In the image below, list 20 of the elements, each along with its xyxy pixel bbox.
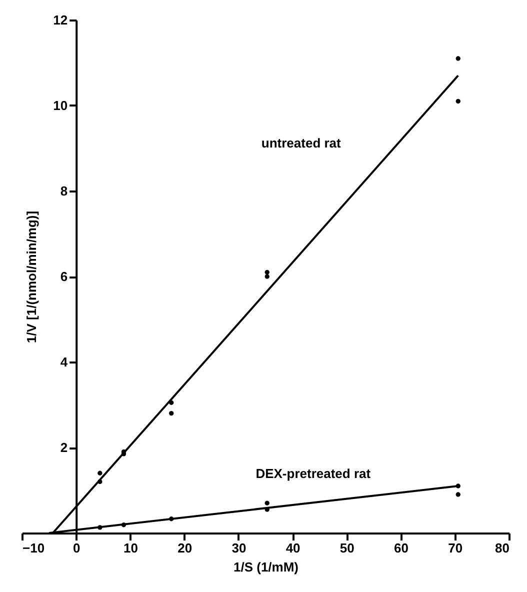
x-tick-label: 50	[340, 540, 354, 556]
y-tick-label: 12	[53, 12, 68, 28]
x-tick-label: 10	[123, 540, 138, 556]
x-tick-label: 30	[232, 540, 246, 556]
x-tick-label: −10	[22, 540, 45, 556]
y-tick-label: 8	[60, 184, 68, 198]
x-tick-label: 60	[394, 540, 409, 556]
x-tick-label: 70	[448, 540, 463, 556]
y-tick-label: 2	[60, 440, 68, 455]
series-label: DEX-pretreated rat	[256, 466, 372, 481]
x-tick-label: 20	[178, 540, 192, 556]
y-axis-title: 1/V [1/(nmol/min/mg)]	[24, 210, 40, 344]
y-tick-label: 4	[60, 354, 68, 370]
x-axis-title: 1/S (1/mM)	[233, 560, 299, 574]
text: untreated rat	[261, 136, 342, 151]
y-tick-label: 6	[60, 269, 68, 284]
x-tick-label: 40	[286, 540, 300, 556]
x-tick-label: 80	[495, 540, 510, 556]
x-tick-label: 0	[72, 540, 80, 556]
y-tick-label: 10	[53, 98, 68, 113]
